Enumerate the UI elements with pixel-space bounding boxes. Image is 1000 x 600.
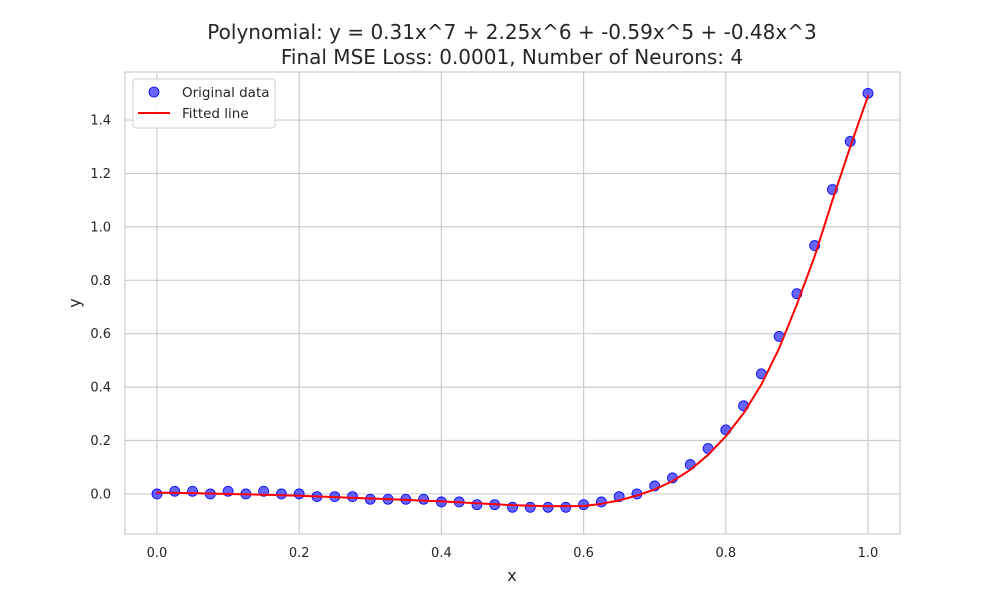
chart-title-line-1: Polynomial: y = 0.31x^7 + 2.25x^6 + -0.5… [207,20,816,44]
legend-label-fitted-line: Fitted line [182,106,249,122]
scatter-point [169,485,181,497]
data-layer [151,87,874,513]
x-tick-label: 0.2 [289,546,310,561]
legend-label-original-data: Original data [182,85,270,101]
scatter-point [560,501,572,513]
x-axis-label: x [507,566,516,585]
scatter-point [347,491,358,503]
y-tick-label: 0.2 [90,434,111,449]
y-tick-label: 0.0 [90,487,111,502]
scatter-point [507,501,518,513]
x-tick-label: 1.0 [858,546,879,561]
scatter-point [418,493,430,505]
x-tick-label: 0.4 [431,546,452,561]
fitted-line-path [156,95,869,508]
scatter-point [293,488,305,500]
grid-lines [125,72,900,534]
scatter-point [276,488,287,500]
scatter-point [595,496,607,508]
scatter-point [151,488,163,500]
x-tick-label: 0.0 [147,546,168,561]
legend-marker-original-data [148,86,160,98]
y-tick-label: 1.4 [90,114,111,129]
x-tick-label: 0.6 [573,546,594,561]
legend-box [132,78,276,129]
y-tick-label: 1.2 [90,167,111,182]
y-axis-label: y [65,298,84,307]
plot-area-frame [124,71,901,535]
y-tick-label: 0.8 [90,274,111,289]
scatter-point [524,501,536,513]
y-tick-label: 0.4 [90,381,111,396]
x-tick-label: 0.8 [715,546,736,561]
legend: Original data Fitted line [132,78,276,129]
y-tick-label: 0.6 [90,327,111,342]
tick-labels: 0.0 0.2 0.4 0.6 0.8 1.0 0.0 0.2 0.4 0.6 0.8 1.0 1.2 1… [90,114,878,561]
y-tick-label: 1.0 [90,220,111,235]
scatter-point [471,499,483,511]
chart-title-line-2: Final MSE Loss: 0.0001, Number of Neuron… [281,45,743,69]
scatter-point [187,485,198,497]
scatter-point [542,501,554,513]
